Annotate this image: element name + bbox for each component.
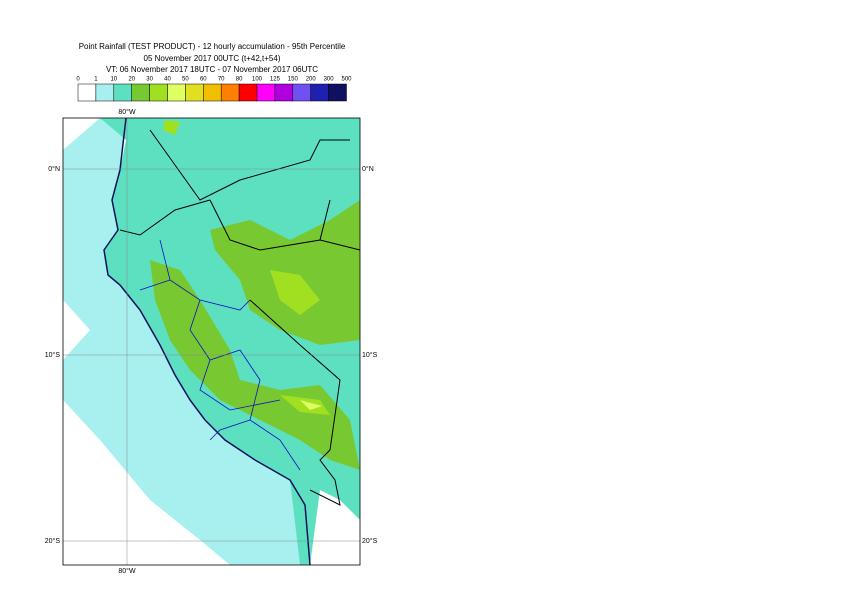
legend-label: 300 — [324, 77, 335, 83]
lon-label: 80°W — [118, 567, 136, 575]
legend-label: 40 — [164, 77, 171, 83]
legend-swatch — [256, 83, 276, 102]
legend-swatch — [328, 83, 347, 102]
lon-label: 80°W — [118, 108, 136, 116]
lat-label: 10°S — [362, 351, 378, 359]
legend-label: 60 — [200, 77, 207, 83]
legend-label: 0 — [76, 77, 80, 83]
lat-label: 0°N — [362, 165, 374, 173]
legend: 0 1 10 20 30 40 50 60 70 80 100 125 150 200 300 500 — [76, 77, 352, 102]
lat-label: 20°S — [362, 537, 378, 545]
legend-swatch — [167, 83, 186, 102]
legend-label: 150 — [288, 77, 299, 83]
legend-label: 20 — [128, 77, 135, 83]
lat-label: 10°S — [45, 351, 61, 359]
legend-swatch — [292, 83, 311, 102]
legend-label: 70 — [218, 77, 225, 83]
base-time: 05 November 2017 00UTC (t+42,t+54) — [144, 54, 281, 63]
legend-label: 125 — [270, 77, 281, 83]
map-labels: 0°N 10°S 20°S 0°N 10°S 20°S 80°W 80°W — [45, 108, 378, 575]
valid-time: VT: 06 November 2017 18UTC - 07 November… — [106, 65, 318, 74]
legend-swatch — [149, 83, 168, 102]
legend-swatch — [274, 83, 294, 102]
legend-swatch — [131, 83, 150, 102]
legend-label: 500 — [341, 77, 352, 83]
legend-swatch — [238, 83, 258, 102]
legend-label: 1 — [94, 77, 98, 83]
legend-swatch — [310, 83, 329, 102]
legend-label: 80 — [236, 77, 243, 83]
lat-label: 0°N — [48, 165, 60, 173]
title: Point Rainfall (TEST PRODUCT) - 12 hourl… — [79, 42, 346, 51]
legend-swatch — [95, 83, 115, 102]
legend-swatch — [77, 83, 97, 102]
legend-swatch — [185, 83, 204, 102]
legend-label: 200 — [306, 77, 317, 83]
legend-swatch — [203, 83, 222, 102]
legend-label: 50 — [182, 77, 189, 83]
legend-label: 100 — [252, 77, 263, 83]
map — [62, 117, 361, 566]
legend-label: 10 — [110, 77, 117, 83]
legend-swatch — [113, 83, 132, 102]
lat-label: 20°S — [45, 537, 61, 545]
legend-swatch — [220, 83, 240, 102]
legend-label: 30 — [146, 77, 153, 83]
